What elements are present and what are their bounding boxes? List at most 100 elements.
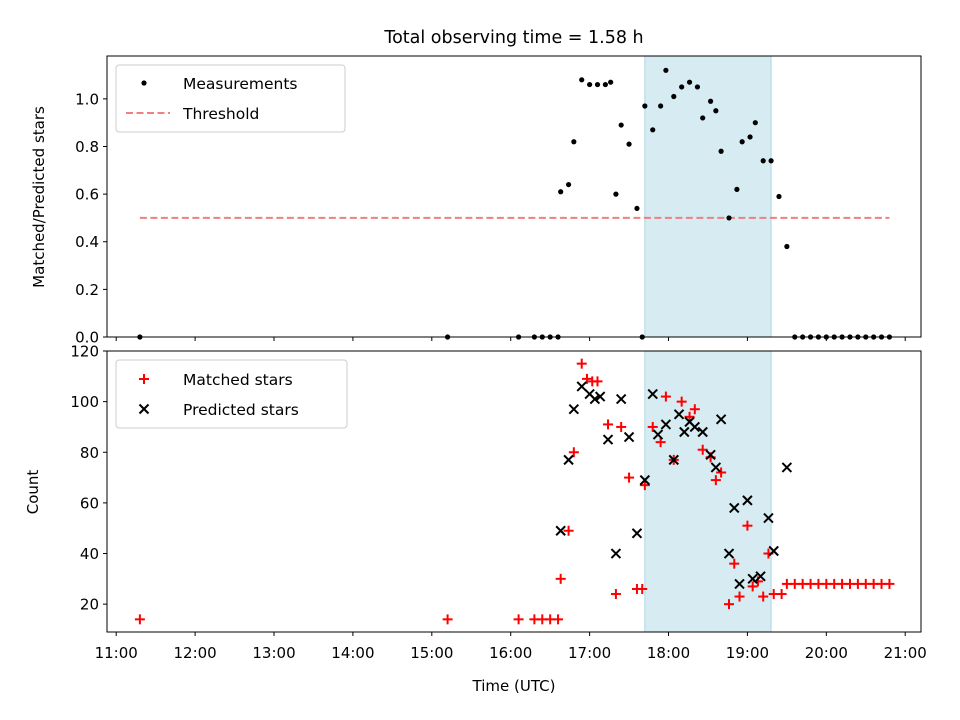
x-tick-label-13-00: 13:00 — [252, 644, 295, 662]
x-tick-label-19-00: 19:00 — [726, 644, 769, 662]
predicted-star-point — [723, 548, 735, 559]
predicted-star-point — [689, 421, 701, 433]
predicted-star-point — [660, 419, 672, 430]
matched-star-point — [616, 421, 627, 432]
matched-star-point — [576, 358, 587, 369]
predicted-star-point — [697, 426, 708, 438]
legend-threshold-label: Threshold — [182, 105, 259, 123]
top-y-tick-label-0-6: 0.6 — [75, 186, 99, 204]
top-observing-window — [644, 55, 772, 338]
matched-star-point — [747, 581, 758, 592]
predicted-star-point — [563, 454, 574, 466]
predicted-star-point — [639, 474, 651, 486]
top-y-tick-label-0-4: 0.4 — [75, 233, 99, 251]
measurement-point — [618, 122, 624, 128]
predicted-star-point — [763, 512, 774, 524]
top-y-tick-label-0-2: 0.2 — [75, 281, 99, 299]
predicted-star-point — [747, 573, 758, 585]
measurement-point — [658, 103, 664, 109]
x-tick-label-15-00: 15:00 — [410, 644, 453, 662]
legend-predicted-stars-marker — [138, 403, 150, 415]
measurement-point — [608, 79, 614, 85]
x-tick-label-11-00: 11:00 — [95, 644, 138, 662]
predicted-star-point — [729, 502, 740, 514]
predicted-star-point — [710, 462, 722, 473]
x-tick-label-14-00: 14:00 — [331, 644, 374, 662]
matched-star-point — [555, 573, 566, 584]
measurement-point — [650, 127, 656, 133]
predicted-star-point — [615, 393, 627, 405]
matched-star-point — [742, 520, 753, 531]
measurement-point — [626, 141, 632, 147]
measurement-point — [587, 81, 593, 88]
figure-title: Total observing time = 1.58 h — [383, 28, 643, 48]
legend-matched-stars-label: Matched stars — [183, 371, 293, 389]
measurement-point — [602, 81, 608, 88]
top-legend-box — [115, 64, 346, 133]
predicted-star-point — [647, 388, 658, 400]
bottom-panel: 11:00 12:00 13:00 14:00 15:00 16:00 17:00 18:00… — [24, 343, 927, 696]
matched-star-point — [660, 391, 671, 402]
measurement-point — [663, 67, 669, 73]
matched-star-point — [592, 376, 603, 387]
matched-star-point — [697, 444, 708, 455]
matched-star-point — [758, 591, 769, 602]
top-y-axis-label: Matched/Predicted stars — [30, 106, 48, 288]
bottom-y-tick-label-120: 120 — [70, 343, 99, 361]
predicted-star-point — [668, 454, 679, 466]
measurement-point — [700, 115, 706, 121]
predicted-star-point — [623, 431, 635, 443]
matched-star-point — [724, 599, 735, 610]
measurement-point — [579, 77, 585, 83]
top-legend: Measurements Threshold — [115, 64, 346, 133]
legend-predicted-stars-label: Predicted stars — [183, 401, 299, 419]
matched-star-point — [676, 396, 687, 407]
bottom-y-ticks: 20 40 60 80 100 120 — [70, 343, 107, 614]
measurement-point — [558, 189, 564, 195]
measurement-point — [594, 81, 601, 88]
measurement-point — [671, 93, 677, 100]
bottom-y-tick-label-40: 40 — [80, 545, 99, 563]
measurement-point — [686, 79, 693, 85]
predicted-star-point — [589, 393, 601, 405]
predicted-star-point — [734, 578, 745, 590]
matched-star-point — [553, 614, 564, 625]
top-y-tick-label-0-8: 0.8 — [75, 138, 99, 156]
predicted-star-point — [631, 528, 643, 539]
matched-star-point — [729, 558, 740, 569]
measurement-point — [752, 120, 758, 126]
matched-star-point — [563, 525, 574, 536]
matched-star-point — [624, 472, 635, 483]
top-y-tick-label-1-0: 1.0 — [75, 90, 99, 108]
matched-star-point — [734, 591, 745, 602]
predicted-star-point — [705, 449, 716, 460]
measurement-point — [694, 84, 701, 90]
matched-star-point — [581, 373, 592, 384]
legend-measurements-label: Measurements — [183, 75, 298, 93]
measurement-point — [713, 108, 719, 114]
measurement-point — [565, 181, 572, 188]
top-shaded-span — [644, 55, 772, 338]
x-tick-label-17-00: 17:00 — [568, 644, 611, 662]
predicted-star-point — [602, 434, 614, 445]
bottom-y-tick-label-100: 100 — [70, 393, 99, 411]
bottom-y-tick-label-60: 60 — [80, 494, 99, 512]
measurement-point — [739, 139, 745, 145]
predicted-star-point — [576, 381, 587, 392]
matched-star-point — [610, 589, 621, 600]
predicted-star-point — [673, 409, 685, 420]
measurement-point — [707, 98, 714, 104]
measurement-point — [679, 84, 685, 90]
measurement-point — [571, 139, 577, 145]
x-tick-label-18-00: 18:00 — [647, 644, 690, 662]
bottom-legend: Matched stars Predicted stars — [115, 359, 348, 429]
x-tick-label-12-00: 12:00 — [173, 644, 216, 662]
matched-star-point — [637, 583, 648, 594]
bottom-y-tick-label-20: 20 — [80, 596, 99, 614]
measurement-point — [768, 158, 774, 164]
matched-star-point — [134, 614, 145, 625]
predicted-star-point — [755, 571, 766, 582]
matched-star-point — [655, 437, 666, 448]
matched-star-point — [716, 467, 727, 478]
